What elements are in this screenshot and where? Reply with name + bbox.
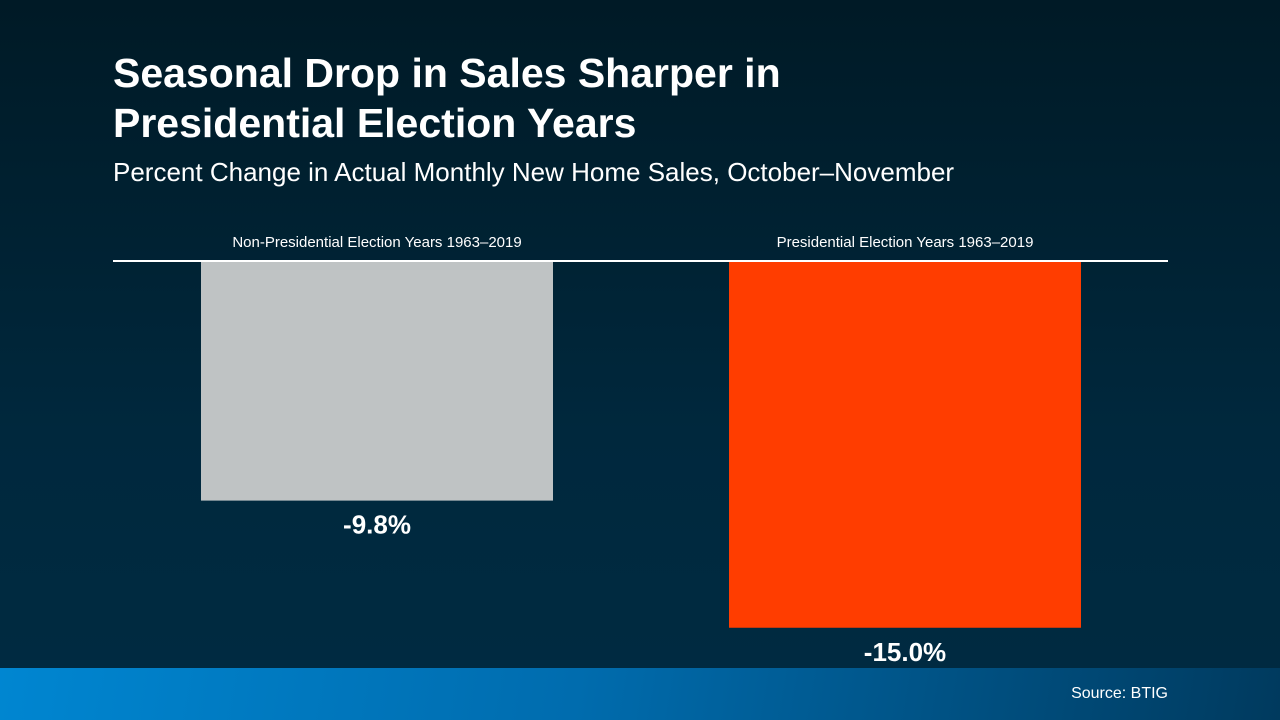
- bar: [201, 261, 553, 501]
- chart-subtitle: Percent Change in Actual Monthly New Hom…: [113, 157, 955, 187]
- bar-chart: -9.8% Non-Presidential Election Years 196…: [201, 234, 1081, 667]
- category-label: Presidential Election Years 1963–2019: [777, 234, 1034, 251]
- chart-title: Seasonal Drop in Sales Sharper in Presid…: [113, 48, 1013, 148]
- title-line-1: Seasonal Drop in Sales Sharper in: [113, 50, 781, 96]
- data-label: -9.8%: [343, 510, 411, 540]
- category-label: Non-Presidential Election Years 1963–201…: [232, 234, 521, 251]
- footer-bar: Source: BTIG: [0, 668, 1280, 720]
- title-line-2: Presidential Election Years: [113, 100, 637, 146]
- data-label: -15.0%: [864, 637, 946, 667]
- bar: [729, 261, 1081, 628]
- source-label: Source: BTIG: [1071, 685, 1168, 702]
